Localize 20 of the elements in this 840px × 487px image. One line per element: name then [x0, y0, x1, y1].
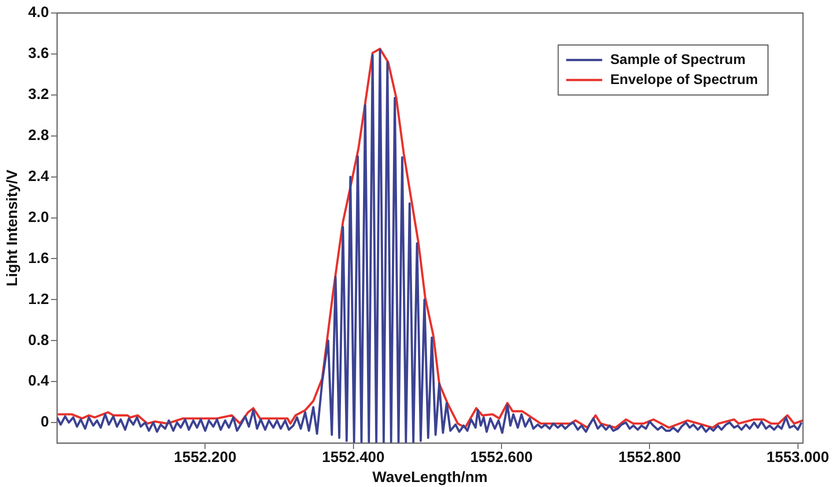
x-axis-title: WaveLength/nm — [372, 469, 488, 486]
y-tick-label: 1.6 — [28, 250, 49, 267]
y-tick-label: 0 — [40, 414, 49, 431]
y-tick-label: 2.0 — [28, 208, 49, 226]
y-tick-label: 2.4 — [28, 168, 50, 185]
y-tick-label: 1.2 — [28, 290, 49, 308]
x-tick-label: 1552.600 — [470, 449, 533, 466]
x-tick-label: 1553.000 — [766, 449, 830, 466]
x-tick-label: 1552.400 — [322, 449, 385, 466]
x-tick-label: 1552.200 — [174, 449, 236, 466]
legend-label: Envelope of Spectrum — [610, 70, 758, 87]
y-axis-title: Light Intensity/V — [4, 170, 22, 286]
x-tick-label: 1552.800 — [618, 449, 681, 466]
legend-label: Sample of Spectrum — [610, 50, 746, 67]
y-tick-label: 0.8 — [28, 332, 49, 349]
y-tick-label: 3.2 — [28, 86, 49, 104]
y-tick-label: 4.0 — [28, 4, 49, 22]
y-tick-label: 3.6 — [28, 45, 49, 62]
y-tick-label: 0.4 — [28, 372, 50, 390]
y-tick-label: 2.8 — [28, 127, 49, 144]
